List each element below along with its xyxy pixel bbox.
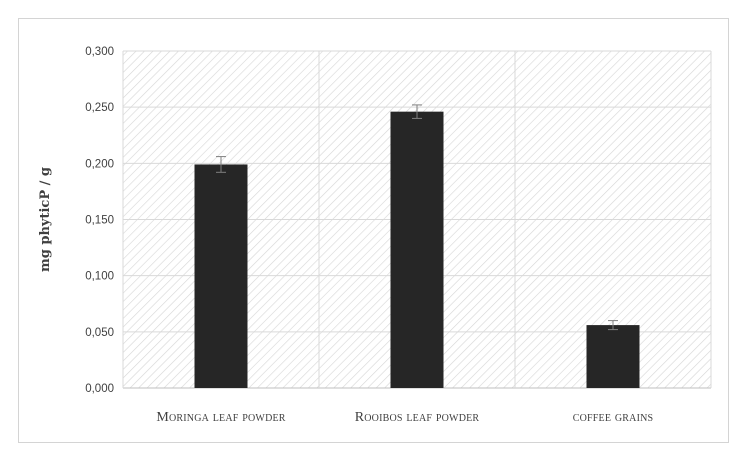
x-category-label: Rooibos leaf powder	[355, 410, 480, 425]
y-axis-label: mg phyticP / g	[38, 167, 53, 272]
x-category-label: coffee grains	[573, 410, 654, 425]
y-tick-label: 0,050	[85, 327, 114, 339]
bar	[586, 325, 640, 388]
y-axis-ticks: 0,000 0,050 0,100 0,150 0,200 0,250 0,300	[85, 46, 114, 395]
bar	[194, 164, 248, 388]
y-tick-label: 0,200	[85, 158, 114, 170]
bar	[390, 111, 444, 388]
y-tick-label: 0,000	[85, 383, 114, 395]
x-category-label: Moringa leaf powder	[156, 410, 285, 425]
error-bar	[216, 156, 226, 173]
error-bar	[608, 320, 618, 331]
y-tick-label: 0,250	[85, 102, 114, 114]
y-tick-label: 0,150	[85, 215, 114, 227]
x-axis-categories: Moringa leaf powder Rooibos leaf powder co…	[156, 410, 653, 425]
bars	[194, 104, 640, 388]
y-tick-label: 0,100	[85, 271, 114, 283]
y-tick-label: 0,300	[85, 46, 114, 58]
error-bar	[412, 104, 422, 119]
